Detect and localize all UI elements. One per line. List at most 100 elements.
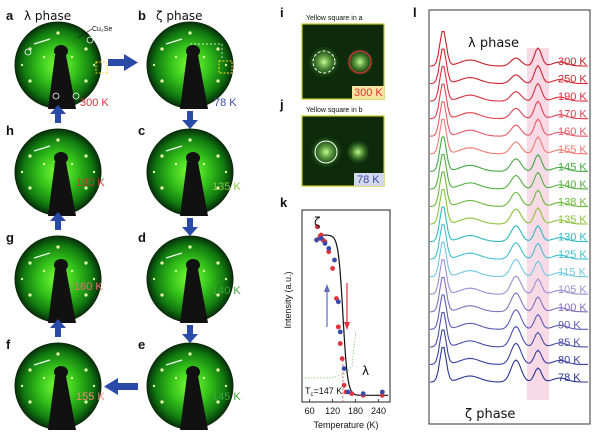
data-point	[318, 235, 324, 241]
spectrum-curve	[429, 136, 588, 172]
panel-label: c	[138, 123, 145, 138]
panel-label: b	[138, 8, 146, 23]
dashed-circle	[312, 50, 336, 74]
temp-badge	[352, 86, 384, 99]
diffraction-spot	[346, 140, 370, 164]
arrow-left-icon	[104, 378, 138, 395]
diffraction-spot	[346, 48, 374, 76]
ring-marker	[24, 48, 32, 56]
panel-label: l	[413, 5, 417, 20]
spectrum-curve	[430, 206, 588, 243]
data-point	[318, 232, 324, 238]
spectrum-temp-label: 145 K	[558, 161, 587, 173]
panel-title: λ phase	[24, 9, 71, 23]
sequence-arrows	[50, 54, 198, 395]
temperature-label: 135 K	[212, 181, 241, 193]
data-point	[337, 329, 343, 335]
temperature-label: 78 K	[357, 174, 380, 186]
spectrum-temp-label: 130 K	[558, 232, 587, 244]
spectra-panel-l: l 300 K 250 K 190 K 170 K 160 K 155 K 145 K 140…	[413, 5, 591, 425]
panel-label: d	[138, 230, 146, 245]
data-point	[326, 249, 332, 255]
leed-panel-c: c 135 K	[138, 123, 241, 217]
data-point	[360, 391, 366, 397]
lambda-label: λ	[362, 364, 369, 378]
data-point	[326, 246, 332, 251]
spectrum-curve	[429, 276, 588, 313]
lambda-phase-label: λ phase	[468, 36, 519, 51]
spectrum-temp-label: 105 K	[558, 284, 587, 296]
leed-pattern-e	[146, 342, 234, 431]
leed-panel-a: a λ phase Cu₂Se 300 K	[6, 8, 112, 110]
data-point	[330, 266, 336, 271]
panel-title: ζ phase	[156, 9, 203, 23]
data-point	[337, 341, 343, 346]
red-circle	[348, 50, 372, 74]
temperature-label: 300 K	[354, 87, 383, 99]
spectra-curves	[429, 30, 588, 383]
panel-label: h	[6, 123, 14, 138]
data-point	[341, 366, 347, 372]
data-point	[314, 237, 319, 243]
panel-label: i	[280, 5, 284, 20]
temperature-label: 145 K	[212, 391, 241, 403]
leed-pattern-f	[14, 342, 102, 431]
temp-badge	[354, 173, 384, 186]
intensity-chart: k 60 120 180 240 ζ λ Tc=147 K Intensity (a.…	[280, 195, 391, 430]
y-axis-label: Intensity (a.u.)	[283, 271, 293, 328]
leed-pattern-a	[14, 21, 102, 110]
arrow-right-icon	[108, 54, 138, 71]
panel-label: g	[6, 230, 14, 245]
x-tick-label: 120	[325, 406, 340, 416]
arrow-down-icon	[182, 111, 198, 129]
ring-marker	[86, 36, 94, 44]
spectrum-temp-label: 135 K	[558, 214, 587, 226]
data-points	[314, 224, 385, 398]
data-point	[339, 356, 345, 361]
data-point	[322, 240, 328, 246]
heating-arrow	[344, 283, 350, 330]
panel-label: a	[6, 8, 14, 23]
spectrum-temp-label: 90 K	[558, 319, 581, 331]
cu2se-label: Cu₂Se	[92, 26, 112, 33]
spectrum-temp-label: 250 K	[558, 74, 587, 86]
temperature-label: 300 K	[80, 97, 109, 109]
leed-pattern-g	[14, 235, 102, 324]
spectrum-curve	[429, 188, 588, 225]
x-axis-label: Temperature (K)	[313, 420, 378, 430]
spectrum-temp-label: 140 K	[558, 179, 587, 191]
leed-pattern-b	[146, 21, 234, 110]
panel-label: f	[6, 337, 11, 352]
spectrum-temp-label: 160 K	[558, 126, 587, 138]
spectrum-temp-label: 78 K	[558, 372, 581, 384]
spectrum-temp-label: 170 K	[558, 109, 587, 121]
data-point	[332, 257, 337, 263]
spectrum-temp-label: 100 K	[558, 302, 587, 314]
ring-marker	[52, 92, 60, 100]
spectrum-curve	[429, 66, 588, 102]
panel-title: Yellow square in b	[306, 107, 363, 114]
spectrum-curve	[429, 118, 588, 155]
leed-panel-d: d 140 K	[138, 230, 241, 324]
leed-panel-h: h 190 K	[6, 123, 105, 217]
leed-panel-e: e 145 K	[138, 337, 241, 431]
panel-title: Yellow square in a	[306, 15, 363, 22]
x-tick-label: 60	[305, 406, 315, 416]
spectrum-curve	[429, 259, 588, 295]
temperature-label: 155 K	[76, 391, 105, 403]
annotation-line	[77, 28, 93, 39]
spectrum-temp-label: 190 K	[558, 91, 587, 103]
arrow-down-icon	[182, 218, 198, 236]
data-point	[349, 391, 355, 397]
highlight-band	[527, 48, 549, 400]
panel-label: j	[279, 97, 284, 112]
temperature-label: 160 K	[74, 281, 103, 293]
spectrum-temp-label: 115 K	[558, 267, 587, 279]
temperature-label: 78 K	[214, 97, 237, 109]
data-point	[341, 382, 347, 388]
cooling-arrow	[324, 284, 330, 327]
spectrum-temp-label: 125 K	[558, 249, 587, 261]
spectrum-curve	[429, 224, 588, 260]
spectrum-temp-label: 138 K	[558, 196, 587, 208]
